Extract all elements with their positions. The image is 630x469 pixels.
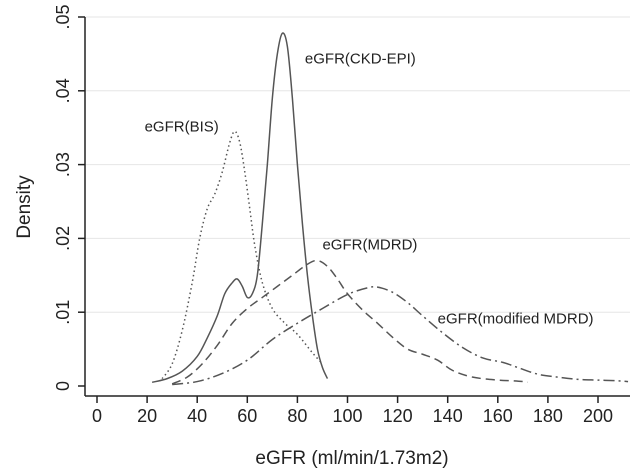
y-tick-label: .04 bbox=[53, 78, 73, 103]
curve-label: eGFR(modified MDRD) bbox=[438, 310, 594, 327]
y-tick-label: .03 bbox=[53, 152, 73, 177]
x-tick-label: 160 bbox=[483, 406, 513, 426]
y-tick-label: .05 bbox=[53, 4, 73, 29]
x-tick-label: 80 bbox=[287, 406, 307, 426]
curve-label: eGFR(MDRD) bbox=[322, 236, 417, 253]
x-tick-label: 60 bbox=[237, 406, 257, 426]
y-axis-title: Density bbox=[14, 175, 35, 239]
x-tick-label: 180 bbox=[533, 406, 563, 426]
x-tick-label: 120 bbox=[383, 406, 413, 426]
x-tick-label: 140 bbox=[433, 406, 463, 426]
axes bbox=[84, 17, 630, 397]
x-tick-label: 20 bbox=[137, 406, 157, 426]
x-tick-label: 0 bbox=[92, 406, 102, 426]
series-line bbox=[172, 285, 629, 386]
density-curves bbox=[151, 32, 629, 386]
x-tick-label: 100 bbox=[332, 406, 362, 426]
curve-label: eGFR(BIS) bbox=[145, 118, 219, 135]
y-tick-label: .01 bbox=[53, 300, 73, 325]
series-line bbox=[151, 32, 329, 384]
series-line bbox=[171, 259, 528, 385]
ticks: 0 .01 .02 .03 .04 .05 0 20 40 60 80 100 120 140 160 180… bbox=[53, 4, 613, 426]
annotations: eGFR(CKD-EPI) eGFR(BIS) eGFR(MDRD) eGFR(mod… bbox=[145, 50, 594, 327]
curve-label: eGFR(CKD-EPI) bbox=[305, 50, 416, 67]
gridlines bbox=[85, 16, 630, 313]
y-tick-label: 0 bbox=[53, 381, 73, 391]
x-tick-label: 40 bbox=[187, 406, 207, 426]
y-tick-label: .02 bbox=[53, 226, 73, 251]
x-tick-label: 200 bbox=[583, 406, 613, 426]
x-axis-title: eGFR (ml/min/1.73m2) bbox=[255, 448, 448, 469]
series-line bbox=[161, 130, 324, 380]
